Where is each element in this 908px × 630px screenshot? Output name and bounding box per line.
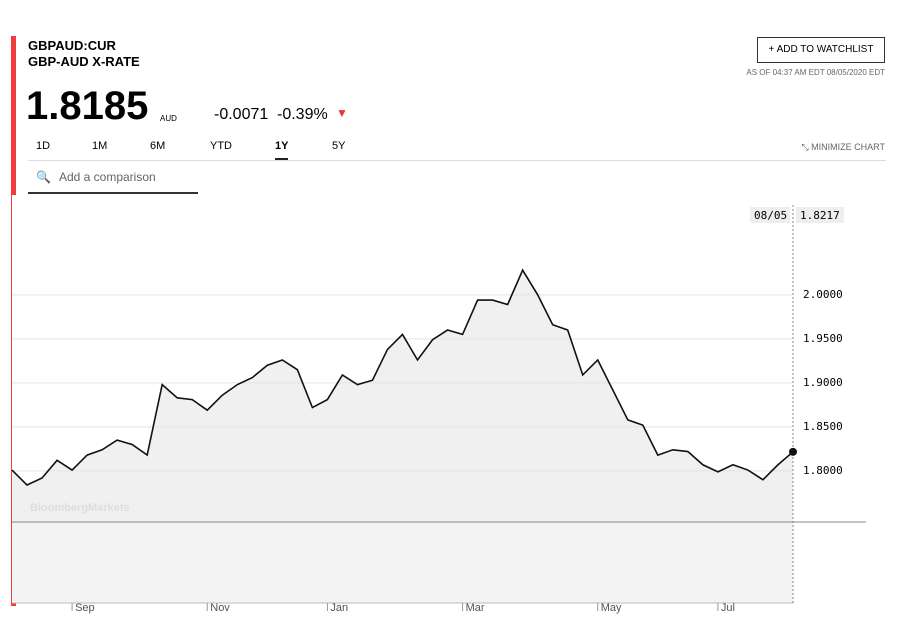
x-tick-label: Jan bbox=[330, 602, 348, 614]
down-arrow: ▼ bbox=[336, 106, 348, 120]
comparison-search[interactable]: 🔍 Add a comparison bbox=[28, 166, 198, 194]
divider bbox=[28, 160, 886, 161]
minimize-chart[interactable]: ⤡ MINIMIZE CHART bbox=[801, 142, 885, 152]
y-tick-label: 1.9500 bbox=[803, 332, 843, 345]
minimize-label[interactable]: MINIMIZE CHART bbox=[811, 142, 885, 152]
y-tick-label: 1.9000 bbox=[803, 376, 843, 389]
lower-panel bbox=[12, 522, 793, 603]
currency: AUD bbox=[160, 114, 177, 123]
search-placeholder[interactable]: Add a comparison bbox=[58, 170, 156, 184]
watchlist-label[interactable]: ADD TO WATCHLIST bbox=[776, 44, 874, 55]
cursor-date: 08/05 bbox=[754, 209, 787, 222]
y-tick-label: 1.8500 bbox=[803, 420, 843, 433]
y-tick-label: 2.0000 bbox=[803, 288, 843, 301]
price: 1.8185 bbox=[26, 84, 149, 128]
x-tick-label: Mar bbox=[466, 602, 485, 614]
range-tab[interactable]: 6M bbox=[150, 140, 166, 152]
range-tab[interactable]: 5Y bbox=[332, 140, 346, 152]
cursor-date-box bbox=[750, 207, 790, 223]
watchlist-button[interactable]: + ADD TO WATCHLIST bbox=[757, 37, 885, 63]
cursor-value: 1.8217 bbox=[800, 209, 840, 222]
change: -0.0071 bbox=[214, 106, 269, 123]
change-pct: -0.39% bbox=[277, 106, 328, 123]
last-point bbox=[789, 447, 797, 456]
area-fill bbox=[12, 270, 793, 522]
instrument-name: GBP-AUD X-RATE bbox=[28, 54, 140, 69]
price-line bbox=[11, 268, 794, 486]
range-tab[interactable]: 1Y bbox=[275, 140, 289, 160]
range-tab[interactable]: YTD bbox=[210, 140, 232, 152]
range-tab[interactable]: 1D bbox=[36, 140, 51, 152]
x-tick-label: May bbox=[601, 602, 622, 614]
x-tick-label: Jul bbox=[721, 602, 735, 614]
watermark: BloombergMarkets bbox=[30, 502, 130, 514]
y-tick-label: 1.8000 bbox=[803, 464, 843, 477]
ticker: GBPAUD:CUR bbox=[28, 38, 116, 53]
x-tick-label: Nov bbox=[210, 602, 230, 614]
cursor-value-box bbox=[796, 207, 844, 223]
x-tick-label: Sep bbox=[75, 602, 95, 614]
range-tab[interactable]: 1M bbox=[92, 140, 108, 152]
as-of: AS OF 04:37 AM EDT 08/05/2020 EDT bbox=[746, 68, 885, 77]
